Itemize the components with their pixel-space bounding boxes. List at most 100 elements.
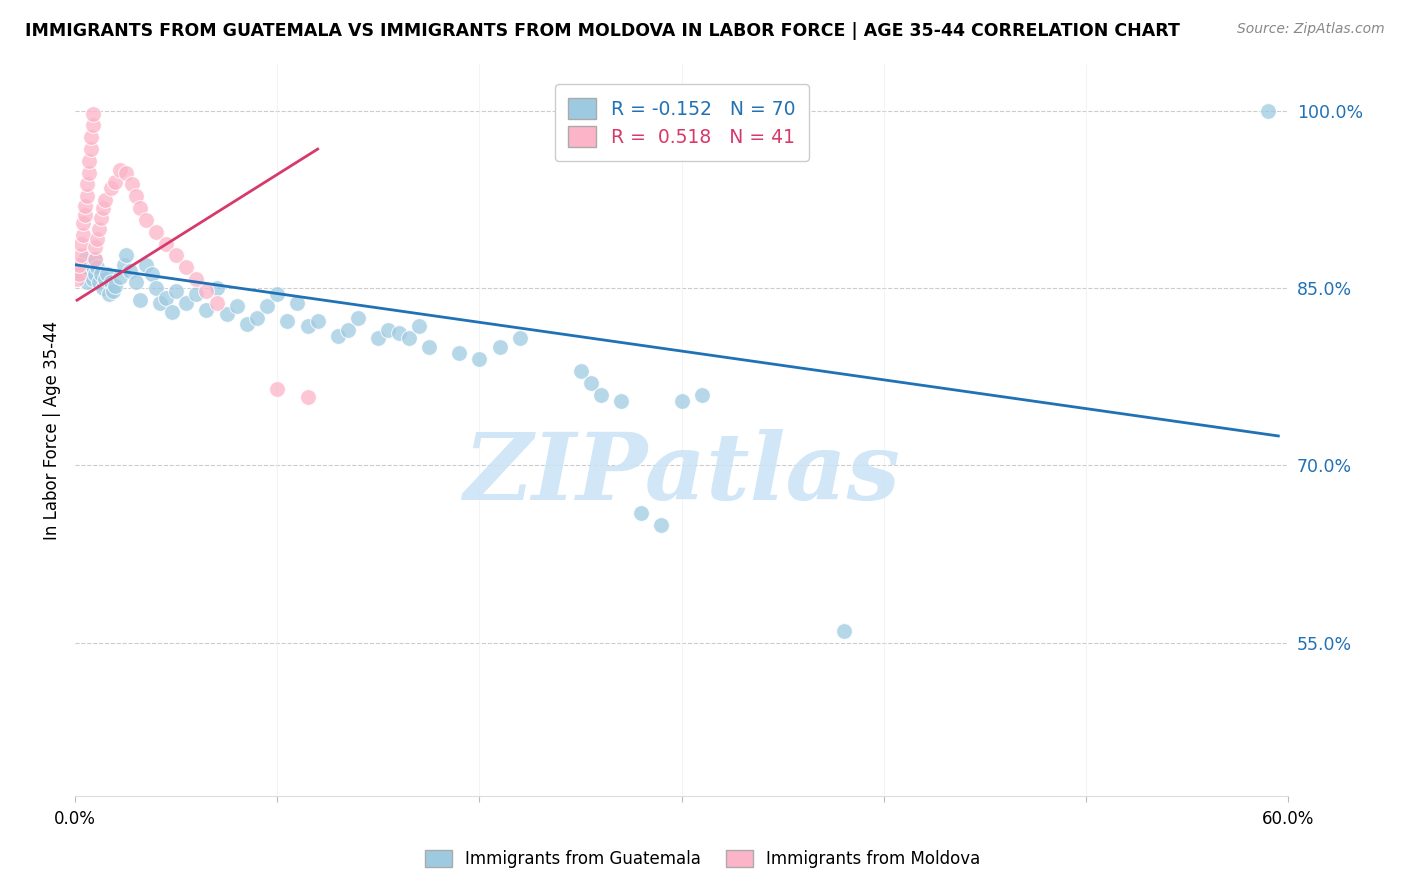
- Point: [114, 166, 136, 180]
- Point: [155, 291, 177, 305]
- Point: [90, 211, 112, 225]
- Point: [225, 299, 247, 313]
- Point: [165, 284, 187, 298]
- Point: [89, 276, 111, 290]
- Point: [135, 258, 157, 272]
- Point: [387, 326, 409, 341]
- Point: [266, 287, 288, 301]
- Point: [75, 252, 97, 266]
- Point: [70, 236, 93, 251]
- Point: [307, 314, 329, 328]
- Point: [326, 328, 349, 343]
- Point: [256, 299, 278, 313]
- Point: [367, 331, 389, 345]
- Point: [832, 624, 855, 638]
- Point: [77, 166, 100, 180]
- Point: [195, 302, 218, 317]
- Point: [337, 323, 360, 337]
- Y-axis label: In Labor Force | Age 35-44: In Labor Force | Age 35-44: [44, 320, 60, 540]
- Point: [91, 281, 114, 295]
- Point: [377, 323, 399, 337]
- Point: [72, 269, 94, 284]
- Point: [80, 258, 103, 272]
- Point: [89, 222, 111, 236]
- Point: [80, 130, 103, 145]
- Point: [70, 248, 93, 262]
- Point: [82, 119, 104, 133]
- Point: [84, 240, 107, 254]
- Point: [155, 236, 177, 251]
- Point: [72, 216, 94, 230]
- Point: [246, 310, 269, 325]
- Point: [84, 252, 107, 266]
- Point: [671, 393, 693, 408]
- Point: [128, 293, 150, 308]
- Point: [67, 258, 90, 272]
- Point: [449, 346, 471, 360]
- Point: [76, 276, 98, 290]
- Point: [398, 331, 420, 345]
- Point: [94, 193, 117, 207]
- Point: [408, 319, 430, 334]
- Point: [104, 279, 127, 293]
- Point: [145, 225, 167, 239]
- Point: [98, 287, 121, 301]
- Point: [86, 260, 108, 274]
- Point: [67, 267, 90, 281]
- Point: [287, 295, 309, 310]
- Point: [125, 189, 148, 203]
- Point: [82, 106, 104, 120]
- Point: [75, 199, 97, 213]
- Point: [125, 276, 148, 290]
- Point: [94, 272, 117, 286]
- Point: [205, 295, 228, 310]
- Point: [266, 382, 288, 396]
- Text: ZIPatlas: ZIPatlas: [463, 429, 900, 519]
- Point: [84, 267, 107, 281]
- Point: [186, 272, 208, 286]
- Point: [76, 178, 98, 192]
- Point: [610, 393, 633, 408]
- Point: [160, 305, 183, 319]
- Point: [297, 390, 319, 404]
- Point: [149, 295, 172, 310]
- Point: [108, 163, 131, 178]
- Point: [579, 376, 602, 390]
- Text: IMMIGRANTS FROM GUATEMALA VS IMMIGRANTS FROM MOLDOVA IN LABOR FORCE | AGE 35-44 : IMMIGRANTS FROM GUATEMALA VS IMMIGRANTS …: [25, 22, 1180, 40]
- Point: [77, 153, 100, 168]
- Point: [236, 317, 259, 331]
- Point: [100, 276, 122, 290]
- Point: [186, 287, 208, 301]
- Point: [195, 284, 218, 298]
- Point: [569, 364, 592, 378]
- Point: [174, 295, 197, 310]
- Point: [75, 208, 97, 222]
- Point: [418, 340, 440, 354]
- Point: [215, 307, 238, 321]
- Point: [165, 248, 187, 262]
- Point: [118, 263, 141, 277]
- Point: [82, 272, 104, 286]
- Point: [128, 201, 150, 215]
- Point: [100, 181, 122, 195]
- Legend: Immigrants from Guatemala, Immigrants from Moldova: Immigrants from Guatemala, Immigrants fr…: [418, 842, 988, 877]
- Point: [1257, 104, 1279, 119]
- Point: [104, 175, 127, 189]
- Legend: R = -0.152   N = 70, R =  0.518   N = 41: R = -0.152 N = 70, R = 0.518 N = 41: [555, 85, 808, 161]
- Point: [80, 142, 103, 156]
- Point: [96, 267, 118, 281]
- Point: [589, 387, 612, 401]
- Point: [72, 228, 94, 243]
- Point: [114, 248, 136, 262]
- Point: [67, 263, 90, 277]
- Point: [86, 232, 108, 246]
- Point: [145, 281, 167, 295]
- Point: [70, 258, 93, 272]
- Point: [103, 284, 125, 298]
- Point: [297, 319, 319, 334]
- Point: [84, 252, 107, 266]
- Point: [108, 269, 131, 284]
- Point: [276, 314, 298, 328]
- Point: [690, 387, 713, 401]
- Text: Source: ZipAtlas.com: Source: ZipAtlas.com: [1237, 22, 1385, 37]
